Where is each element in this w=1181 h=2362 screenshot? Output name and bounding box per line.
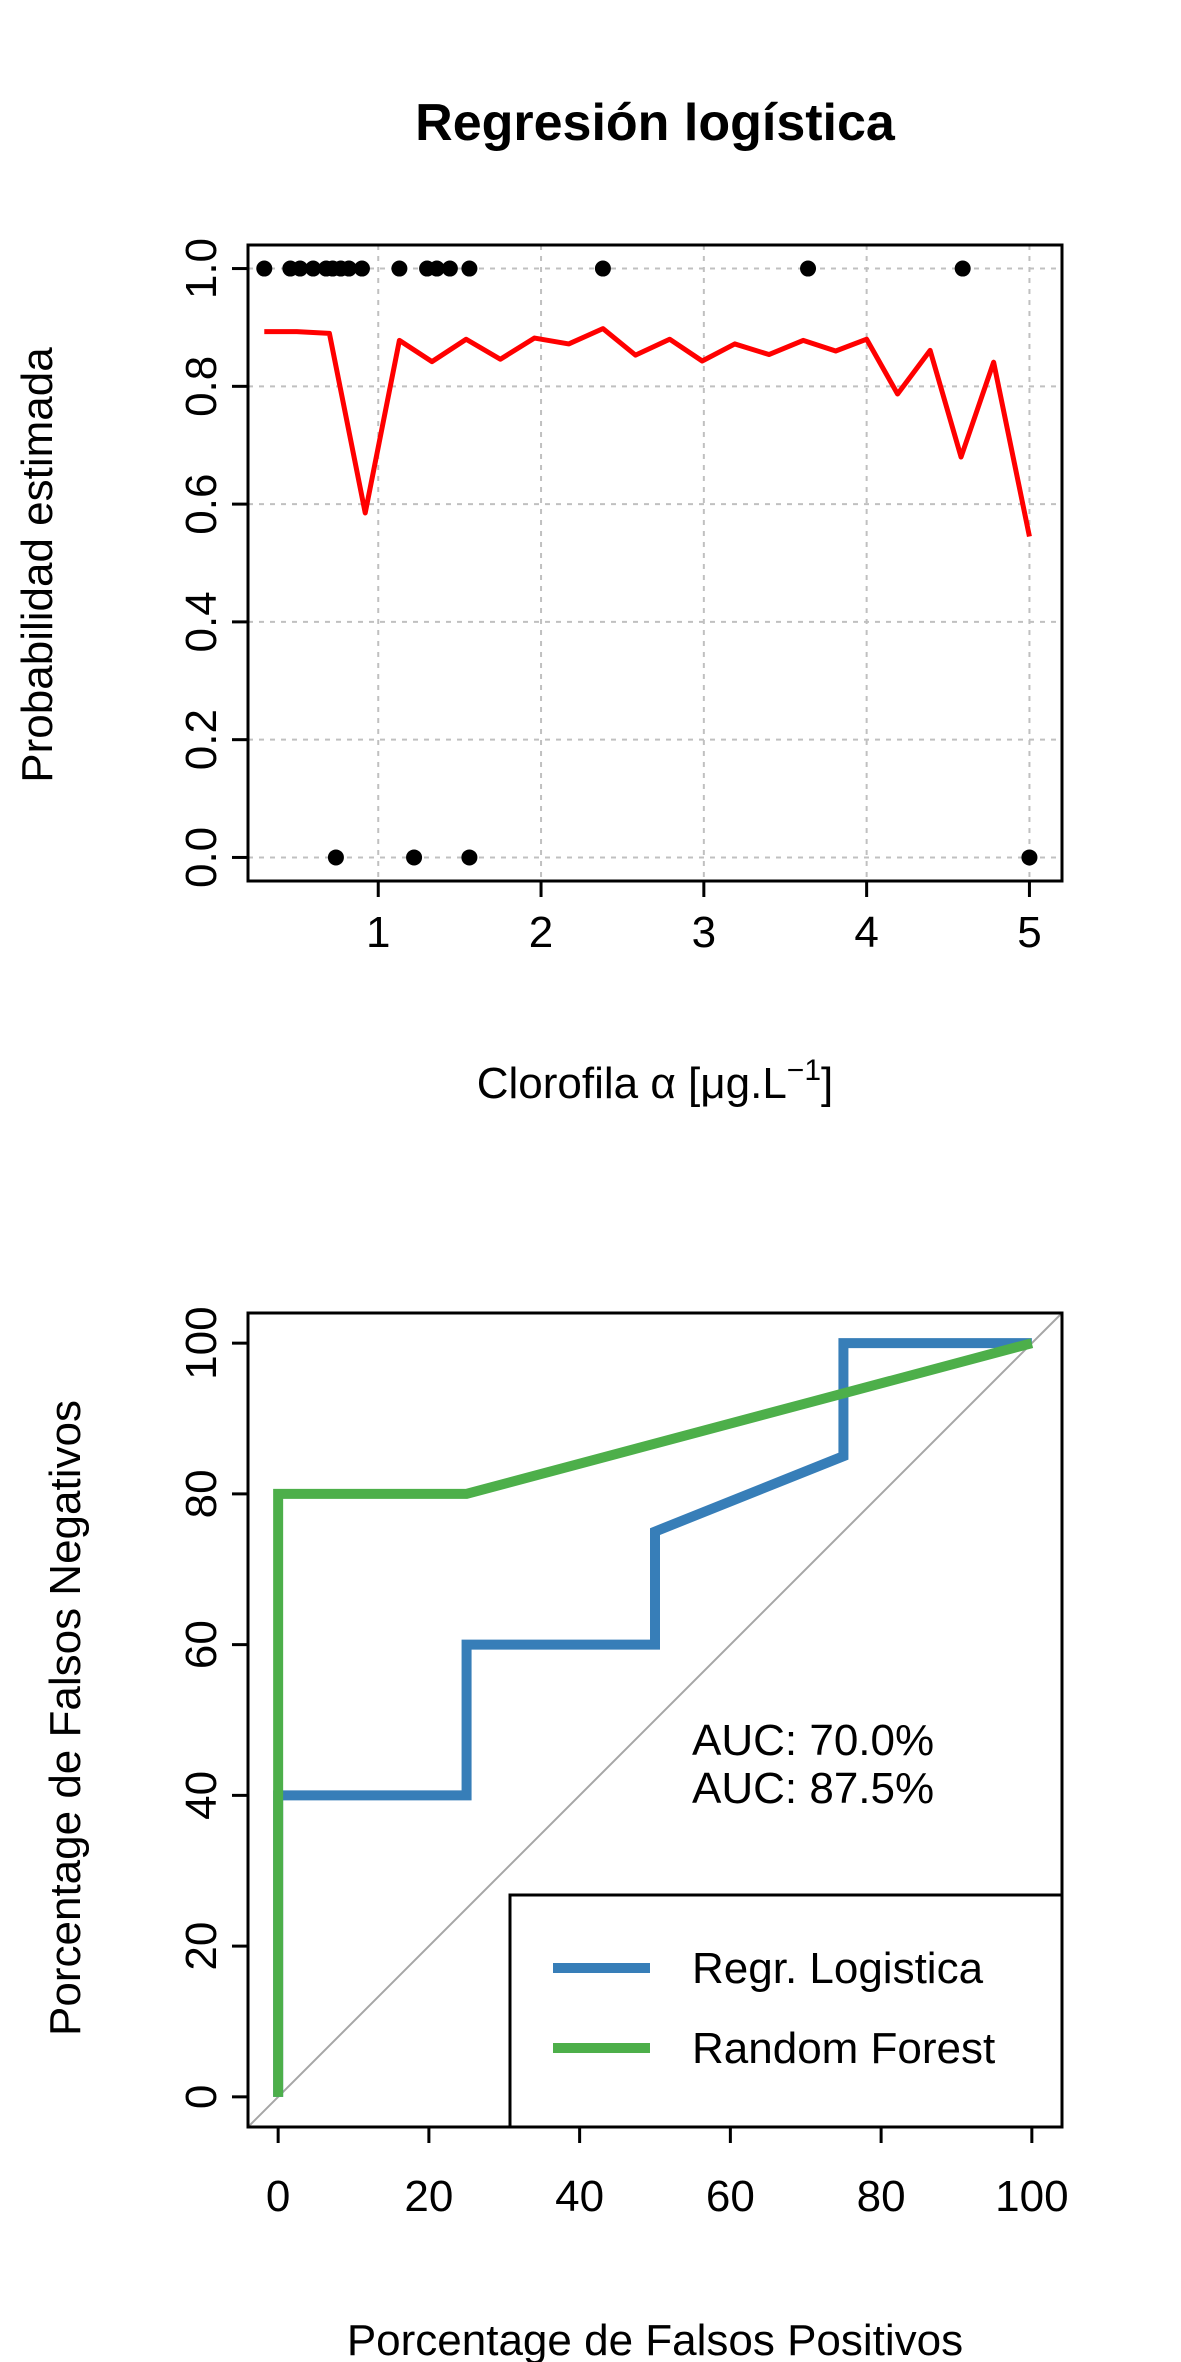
legend-box xyxy=(508,1893,1064,2129)
series-layer xyxy=(273,1338,1034,2097)
observation-point xyxy=(594,260,611,277)
observation-point xyxy=(800,260,817,277)
series-layer xyxy=(256,260,1038,866)
x-tick-label: 60 xyxy=(706,2172,755,2221)
y-axis-label: Porcentage de Falsos Negativos xyxy=(41,1400,90,2036)
legend: Regr. Logistica Random Forest xyxy=(508,1893,1064,2129)
plot-frame xyxy=(246,243,1064,883)
legend-label-logistic: Regr. Logistica xyxy=(692,1944,984,1993)
y-tick-label: 100 xyxy=(177,1306,226,1379)
x-tick-label: 5 xyxy=(1017,908,1041,957)
x-tick-label: 1 xyxy=(366,908,390,957)
observation-point xyxy=(256,260,273,277)
y-tick-label: 0.4 xyxy=(177,591,226,652)
y-tick-label: 0.8 xyxy=(177,356,226,417)
observation-point xyxy=(340,260,357,277)
observation-point xyxy=(461,260,478,277)
x-axis-label-symbol: α xyxy=(650,1059,675,1108)
axes: 0 20 40 60 80 100 0 20 40 60 80 100 xyxy=(177,1306,1069,2221)
y-tick-label: 80 xyxy=(177,1469,226,1518)
observation-point xyxy=(327,849,344,866)
x-tick-label: 0 xyxy=(266,2172,290,2221)
y-tick-label: 1.0 xyxy=(177,238,226,299)
y-tick-label: 40 xyxy=(177,1771,226,1820)
observation-point xyxy=(954,260,971,277)
y-axis-label: Probabilidad estimada xyxy=(13,347,62,783)
x-axis-label: Porcentage de Falsos Positivos xyxy=(347,2316,963,2362)
logistic-regression-panel: Regresión logística 1 2 3 4 5 0.0 0.2 0.4 0.6 0.8… xyxy=(13,94,1064,1108)
x-axis-label-close: ] xyxy=(821,1059,833,1108)
legend-label-random-forest: Random Forest xyxy=(692,2024,995,2073)
x-tick-label: 4 xyxy=(854,908,878,957)
diagonal-reference-line xyxy=(247,1312,1063,2128)
y-tick-label: 0.0 xyxy=(177,827,226,888)
x-tick-label: 2 xyxy=(529,908,553,957)
observation-point xyxy=(391,260,408,277)
observation-point xyxy=(461,849,478,866)
axes: 1 2 3 4 5 0.0 0.2 0.4 0.6 0.8 1.0 xyxy=(177,238,1042,957)
fitted-probability-line xyxy=(264,326,1032,538)
x-tick-label: 80 xyxy=(857,2172,906,2221)
roc-curve-random-forest xyxy=(273,1338,1034,2097)
observation-point xyxy=(353,260,370,277)
roc-curve-logistic xyxy=(273,1338,1032,2097)
observation-point xyxy=(441,260,458,277)
x-axis-label-exponent: −1 xyxy=(787,1054,821,1087)
x-axis-label: Clorofila α [μg.L−1] xyxy=(477,1054,834,1108)
x-tick-label: 100 xyxy=(995,2172,1068,2221)
observation-point xyxy=(292,260,309,277)
diagonal-line xyxy=(247,1312,1063,2128)
observation-point xyxy=(305,260,322,277)
y-tick-label: 0 xyxy=(177,2085,226,2109)
y-tick-label: 0.2 xyxy=(177,709,226,770)
y-tick-label: 0.6 xyxy=(177,474,226,535)
observation-point xyxy=(428,260,445,277)
x-tick-label: 40 xyxy=(555,2172,604,2221)
observation-point xyxy=(1021,849,1038,866)
plot-title: Regresión logística xyxy=(415,94,896,152)
roc-panel: 0 20 40 60 80 100 0 20 40 60 80 100 AUC: 70.0% AUC:… xyxy=(41,1306,1069,2362)
auc-label-random-forest: AUC: 87.5% xyxy=(692,1764,934,1813)
x-axis-label-units: [μg.L xyxy=(688,1059,787,1108)
x-tick-label: 20 xyxy=(404,2172,453,2221)
grid xyxy=(248,245,1062,881)
x-axis-label-text: Clorofila xyxy=(477,1059,639,1108)
y-tick-label: 20 xyxy=(177,1922,226,1971)
auc-label-logistic: AUC: 70.0% xyxy=(692,1716,934,1765)
x-tick-label: 3 xyxy=(692,908,716,957)
observation-point xyxy=(406,849,423,866)
y-tick-label: 60 xyxy=(177,1620,226,1669)
